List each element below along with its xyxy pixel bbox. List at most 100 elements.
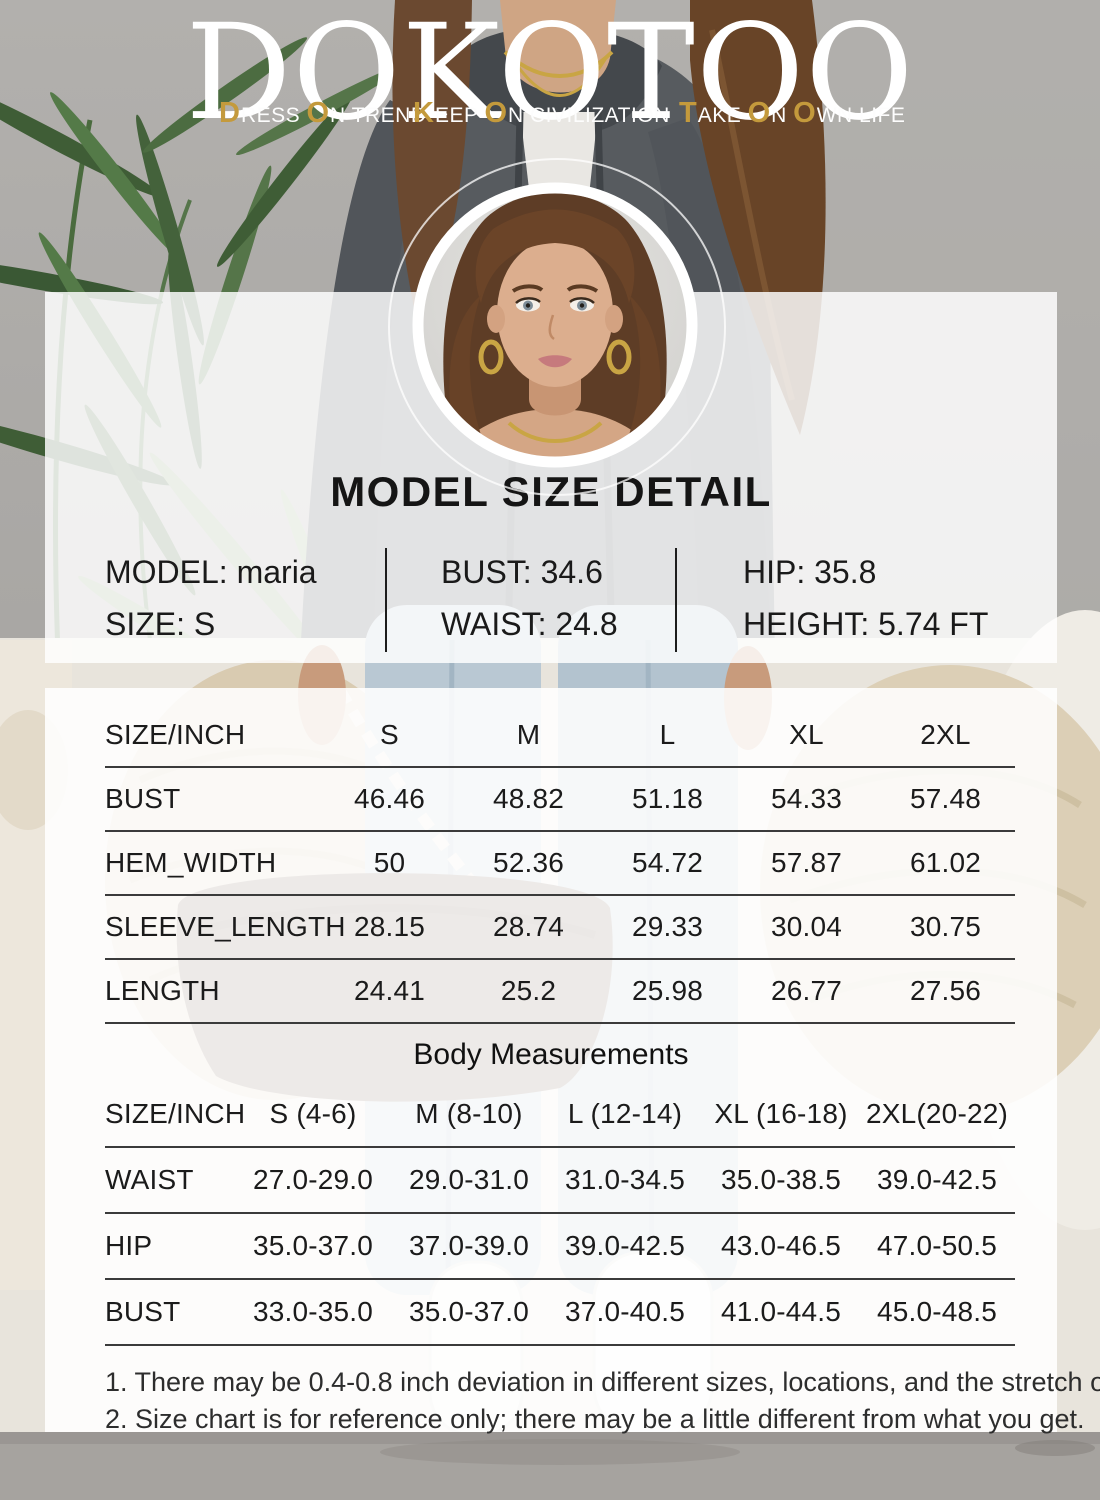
face	[497, 239, 613, 387]
tagline-initial: K	[413, 97, 435, 129]
cell-value: 52.36	[492, 847, 565, 878]
footnote: 2. Size chart is for reference only; the…	[105, 1404, 1085, 1434]
cell-value: 29.0-31.0	[408, 1164, 530, 1195]
cell-value: S (4-6)	[269, 1098, 357, 1129]
cell-value: 35.0-37.0	[252, 1230, 374, 1261]
cell-value: 39.0-42.5	[564, 1230, 686, 1261]
model-name: MODEL: maria	[105, 554, 317, 590]
table-row: BUST 46.46 48.82 51.18 54.33 57.48	[105, 768, 1015, 832]
tagline-text: N TREND	[330, 104, 427, 127]
tagline-initial: O	[747, 97, 772, 129]
cell-value: M (8-10)	[415, 1098, 523, 1129]
portrait-outer-ring	[388, 158, 726, 496]
tagline-text: N	[771, 104, 794, 127]
row-label: BUST	[105, 1296, 181, 1327]
cell-value: 2XL(20-22)	[865, 1098, 1009, 1129]
column-divider	[385, 548, 387, 652]
cell-value: 41.0-44.5	[720, 1296, 842, 1327]
cell-value: XL (16-18)	[714, 1098, 848, 1129]
earring-left	[478, 339, 504, 375]
cell-value: 39.0-42.5	[876, 1164, 998, 1195]
tagline-text: WN LIFE	[816, 104, 906, 127]
model-info-column: MODEL: maria SIZE: S	[105, 546, 385, 650]
cell-value: 54.72	[631, 847, 704, 878]
cell-value: L (12-14)	[567, 1098, 683, 1129]
cell-value: 35.0-38.5	[720, 1164, 842, 1195]
cell-value: S	[380, 719, 399, 750]
cell-value: 27.0-29.0	[252, 1164, 374, 1195]
model-info-column: HIP: 35.8 HEIGHT: 5.74 FT	[677, 546, 988, 650]
brand-logo: DOKOTOO	[185, 0, 915, 150]
cell-value: 35.0-37.0	[408, 1296, 530, 1327]
model-bust: BUST: 34.6	[441, 554, 603, 590]
body-measurements-title: Body Measurements	[413, 1038, 689, 1071]
table-row: HEM_WIDTH 50 52.36 54.72 57.87 61.02	[105, 832, 1015, 896]
cell-value: M	[516, 719, 541, 750]
table-row: SLEEVE_LENGTH 28.15 28.74 29.33 30.04 30.75	[105, 896, 1015, 960]
cell-value: 50	[373, 847, 406, 878]
model-info-grid: MODEL: maria SIZE: S BUST: 34.6 WAIST: 2…	[105, 546, 1057, 652]
garment-size-table: SIZE/INCH S M L XL 2XL BUST 46.46 48.82 51.18 54.3…	[105, 704, 1015, 1024]
table-row: LENGTH 24.41 25.2 25.98 26.77 27.56	[105, 960, 1015, 1024]
tagline-text: AKE	[697, 104, 748, 127]
row-label: WAIST	[105, 1164, 194, 1195]
table-header-row: SIZE/INCH S M L XL 2XL	[105, 704, 1015, 768]
model-info-column: BUST: 34.6 WAIST: 24.8	[387, 546, 675, 650]
footnotes: 1. There may be 0.4-0.8 inch deviation i…	[105, 1364, 1100, 1438]
cell-value: 57.87	[770, 847, 843, 878]
cell-value: 57.48	[909, 783, 982, 814]
cell-value: 29.33	[631, 911, 704, 942]
hair-front	[475, 209, 635, 303]
model-size: SIZE: S	[105, 606, 216, 642]
earring-right	[606, 339, 632, 375]
cell-value: 47.0-50.5	[876, 1230, 998, 1261]
tagline-initial: T	[679, 97, 698, 129]
cell-value: 2XL	[920, 719, 971, 750]
eyes	[515, 297, 595, 312]
cell-value: 43.0-46.5	[720, 1230, 842, 1261]
lips	[538, 355, 572, 368]
column-divider	[675, 548, 677, 652]
model-portrait-photo	[410, 180, 700, 470]
tagline-text: N CIVILIZATION	[508, 104, 670, 127]
row-label: SIZE/INCH	[105, 719, 246, 750]
model-height: HEIGHT: 5.74 FT	[743, 606, 989, 642]
body-measurements-table: SIZE/INCH S (4-6) M (8-10) L (12-14) XL (16-…	[105, 1082, 1015, 1346]
cell-value: 24.41	[353, 975, 426, 1006]
cell-value: 26.77	[770, 975, 843, 1006]
cell-value: 33.0-35.0	[252, 1296, 374, 1327]
cell-value: XL	[789, 719, 824, 750]
row-label: HIP	[105, 1230, 153, 1261]
table-row: WAIST 27.0-29.0 29.0-31.0 31.0-34.5 35.0-38.…	[105, 1148, 1015, 1214]
cell-value: 46.46	[353, 783, 426, 814]
tagline-initial: O	[306, 97, 331, 129]
cell-value: 54.33	[770, 783, 843, 814]
cell-value: 51.18	[631, 783, 704, 814]
cell-value: 25.2	[500, 975, 557, 1006]
cell-value: L	[659, 719, 676, 750]
model-hip: HIP: 35.8	[743, 554, 877, 590]
tagline-initial: O	[484, 97, 508, 129]
row-label: LENGTH	[105, 975, 220, 1006]
cell-value: 30.75	[909, 911, 982, 942]
size-tables-panel: SIZE/INCH S M L XL 2XL BUST 46.46 48.82 51.18 54.3…	[45, 688, 1100, 1434]
footnote: 1. There may be 0.4-0.8 inch deviation i…	[105, 1367, 1100, 1397]
tagline-initial: D	[219, 97, 241, 129]
tagline-text: RESS	[240, 104, 307, 127]
cell-value: 37.0-40.5	[564, 1296, 686, 1327]
table-header-row: SIZE/INCH S (4-6) M (8-10) L (12-14) XL (16-…	[105, 1082, 1015, 1148]
cell-value: 28.15	[353, 911, 426, 942]
model-waist: WAIST: 24.8	[441, 606, 618, 642]
cell-value: 30.04	[770, 911, 843, 942]
cell-value: 25.98	[631, 975, 704, 1006]
cell-value: 27.56	[909, 975, 982, 1006]
cell-value: 37.0-39.0	[408, 1230, 530, 1261]
cell-value: 45.0-48.5	[876, 1296, 998, 1327]
cell-value: 31.0-34.5	[564, 1164, 686, 1195]
row-label: HEM_WIDTH	[105, 847, 277, 878]
tagline-initial: O	[793, 97, 817, 129]
row-label: BUST	[105, 783, 181, 814]
